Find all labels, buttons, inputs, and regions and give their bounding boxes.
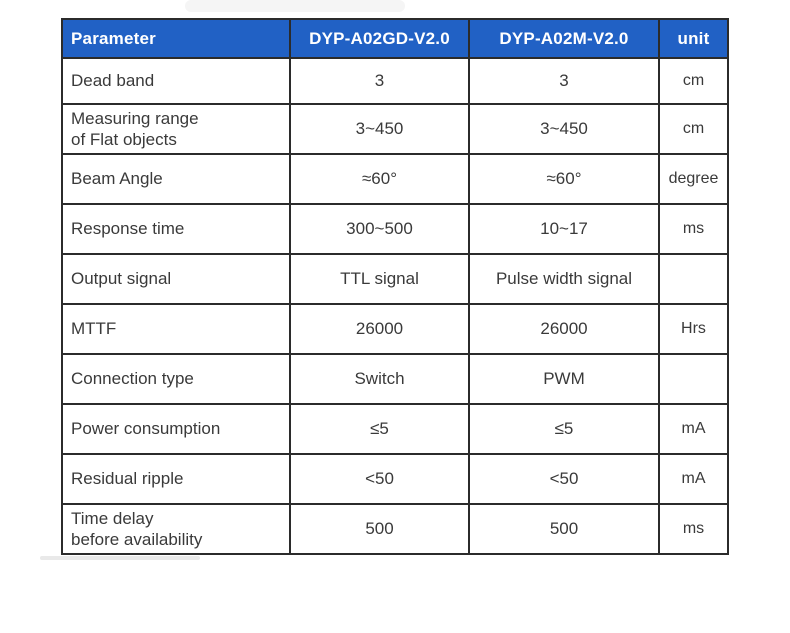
unit-cell: degree [658, 153, 729, 205]
unit-cell [658, 353, 729, 405]
sensor-spec-table: Parameter DYP-A02GD-V2.0 DYP-A02M-V2.0 u… [61, 18, 729, 555]
param-cell: Time delay before availability [61, 503, 291, 555]
param-cell: MTTF [61, 303, 291, 355]
spec-table-header: Parameter DYP-A02GD-V2.0 DYP-A02M-V2.0 u… [61, 18, 729, 59]
value-cell: <50 [289, 453, 470, 505]
param-cell: Beam Angle [61, 153, 291, 205]
param-cell: Output signal [61, 253, 291, 305]
value-cell: ≤5 [289, 403, 470, 455]
value-cell: ≤5 [468, 403, 660, 455]
scan-artifact-top [185, 0, 405, 12]
unit-cell: ms [658, 203, 729, 255]
value-cell: ≈60° [468, 153, 660, 205]
unit-cell: Hrs [658, 303, 729, 355]
table-row-residual-ripple: Residual ripple <50 <50 mA [61, 453, 729, 505]
value-cell: TTL signal [289, 253, 470, 305]
unit-cell: cm [658, 57, 729, 105]
col-header-dyp-a02gd: DYP-A02GD-V2.0 [289, 18, 470, 59]
unit-cell: mA [658, 453, 729, 505]
table-row-measuring-range: Measuring range of Flat objects 3~450 3~… [61, 103, 729, 155]
value-cell: 26000 [468, 303, 660, 355]
table-row-beam-angle: Beam Angle ≈60° ≈60° degree [61, 153, 729, 205]
value-cell: Pulse width signal [468, 253, 660, 305]
value-cell: PWM [468, 353, 660, 405]
value-cell: 26000 [289, 303, 470, 355]
param-cell: Dead band [61, 57, 291, 105]
scan-artifact-bottom [40, 556, 200, 560]
value-cell: Switch [289, 353, 470, 405]
spec-table-body: Dead band 3 3 cm Measuring range of Flat… [61, 57, 729, 555]
value-cell: 500 [468, 503, 660, 555]
param-cell: Connection type [61, 353, 291, 405]
col-header-dyp-a02m: DYP-A02M-V2.0 [468, 18, 660, 59]
unit-cell: mA [658, 403, 729, 455]
table-row-power-consumption: Power consumption ≤5 ≤5 mA [61, 403, 729, 455]
param-cell: Response time [61, 203, 291, 255]
value-cell: 3~450 [468, 103, 660, 155]
table-row-response-time: Response time 300~500 10~17 ms [61, 203, 729, 255]
value-cell: 300~500 [289, 203, 470, 255]
value-cell: 3 [468, 57, 660, 105]
table-row-mttf: MTTF 26000 26000 Hrs [61, 303, 729, 355]
table-row-dead-band: Dead band 3 3 cm [61, 57, 729, 105]
col-header-parameter: Parameter [61, 18, 291, 59]
value-cell: 3 [289, 57, 470, 105]
table-row-connection-type: Connection type Switch PWM [61, 353, 729, 405]
unit-cell: cm [658, 103, 729, 155]
value-cell: 3~450 [289, 103, 470, 155]
header-row: Parameter DYP-A02GD-V2.0 DYP-A02M-V2.0 u… [61, 18, 729, 59]
value-cell: ≈60° [289, 153, 470, 205]
unit-cell [658, 253, 729, 305]
param-cell: Residual ripple [61, 453, 291, 505]
value-cell: <50 [468, 453, 660, 505]
value-cell: 500 [289, 503, 470, 555]
param-cell: Measuring range of Flat objects [61, 103, 291, 155]
param-cell: Power consumption [61, 403, 291, 455]
value-cell: 10~17 [468, 203, 660, 255]
table-row-output-signal: Output signal TTL signal Pulse width sig… [61, 253, 729, 305]
unit-cell: ms [658, 503, 729, 555]
col-header-unit: unit [658, 18, 729, 59]
table-row-time-delay: Time delay before availability 500 500 m… [61, 503, 729, 555]
